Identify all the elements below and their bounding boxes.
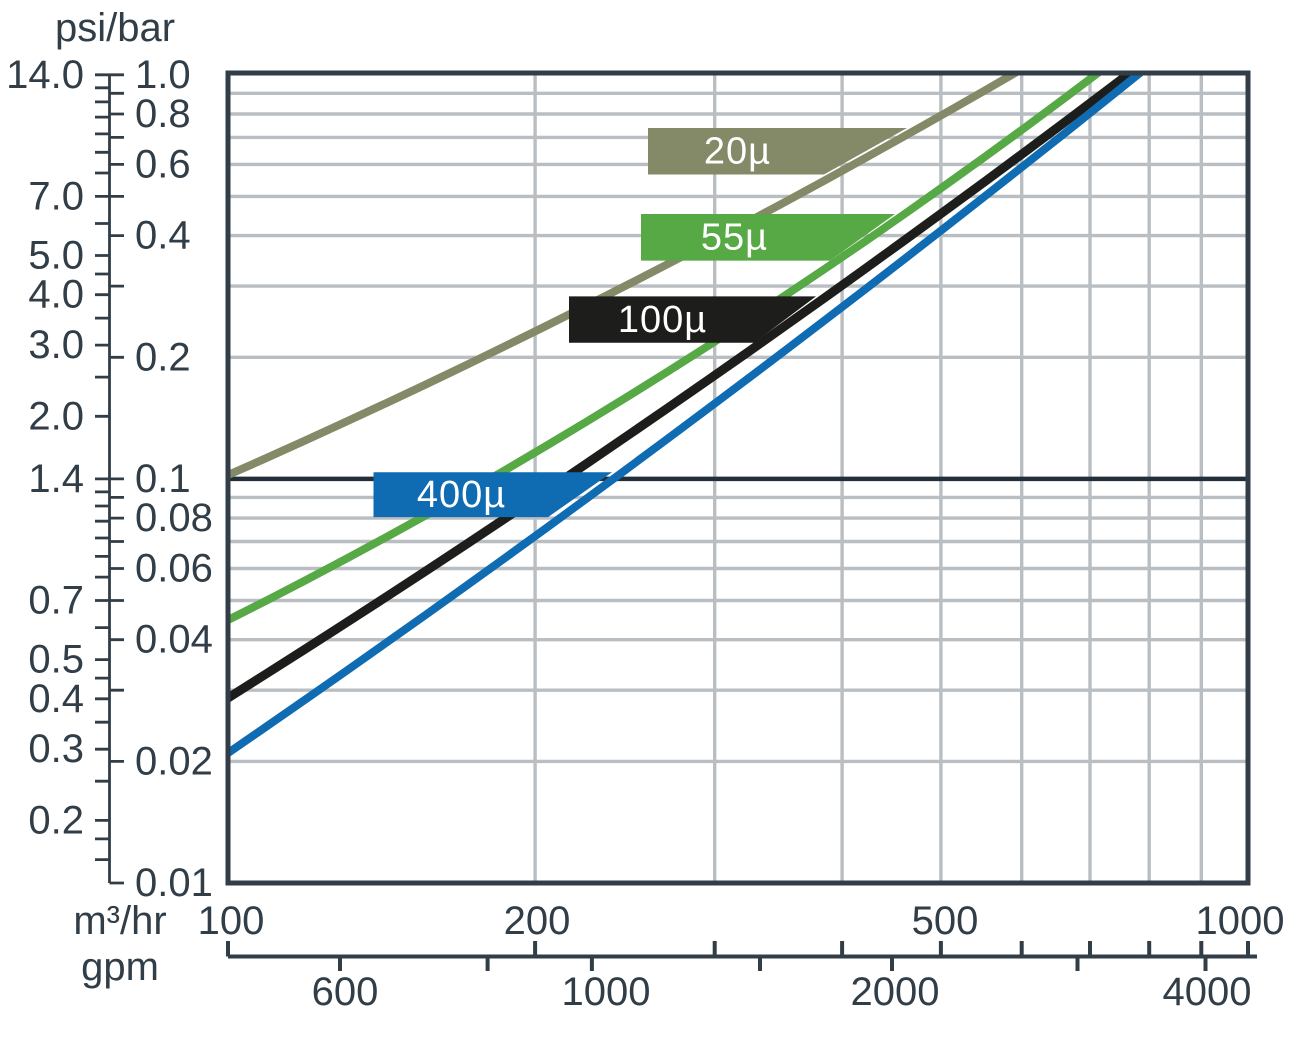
svg-text:3.0: 3.0 — [28, 323, 84, 367]
svg-text:0.2: 0.2 — [28, 798, 84, 842]
svg-text:200: 200 — [504, 899, 571, 943]
svg-text:14.0: 14.0 — [6, 53, 84, 97]
svg-text:0.4: 0.4 — [28, 677, 84, 721]
svg-text:1000: 1000 — [562, 970, 651, 1014]
svg-text:1.0: 1.0 — [135, 53, 191, 97]
svg-text:0.6: 0.6 — [135, 142, 191, 186]
svg-text:0.02: 0.02 — [135, 739, 213, 783]
svg-text:5.0: 5.0 — [28, 234, 84, 278]
svg-text:0.8: 0.8 — [135, 92, 191, 136]
svg-text:500: 500 — [912, 899, 979, 943]
svg-text:400µ: 400µ — [417, 474, 506, 516]
svg-text:4000: 4000 — [1163, 970, 1252, 1014]
svg-text:0.5: 0.5 — [28, 638, 84, 682]
svg-text:100µ: 100µ — [618, 299, 707, 341]
svg-text:0.08: 0.08 — [135, 496, 213, 540]
svg-text:100: 100 — [198, 899, 265, 943]
svg-text:1.4: 1.4 — [28, 457, 84, 501]
svg-text:gpm: gpm — [81, 945, 159, 989]
svg-text:m³/hr: m³/hr — [73, 899, 166, 943]
svg-text:600: 600 — [312, 970, 379, 1014]
svg-text:0.3: 0.3 — [28, 727, 84, 771]
svg-text:20µ: 20µ — [704, 131, 771, 173]
svg-text:1000: 1000 — [1196, 899, 1285, 943]
svg-text:0.1: 0.1 — [135, 457, 191, 501]
svg-text:0.7: 0.7 — [28, 579, 84, 623]
svg-text:7.0: 7.0 — [28, 174, 84, 218]
svg-text:0.4: 0.4 — [135, 214, 191, 258]
svg-text:0.2: 0.2 — [135, 335, 191, 379]
svg-text:55µ: 55µ — [701, 217, 768, 259]
svg-text:2000: 2000 — [851, 970, 940, 1014]
svg-text:4.0: 4.0 — [28, 273, 84, 317]
svg-text:psi/bar: psi/bar — [55, 6, 175, 50]
svg-text:0.04: 0.04 — [135, 618, 213, 662]
svg-text:0.06: 0.06 — [135, 547, 213, 591]
svg-text:2.0: 2.0 — [28, 394, 84, 438]
svg-text:0.01: 0.01 — [135, 861, 213, 905]
